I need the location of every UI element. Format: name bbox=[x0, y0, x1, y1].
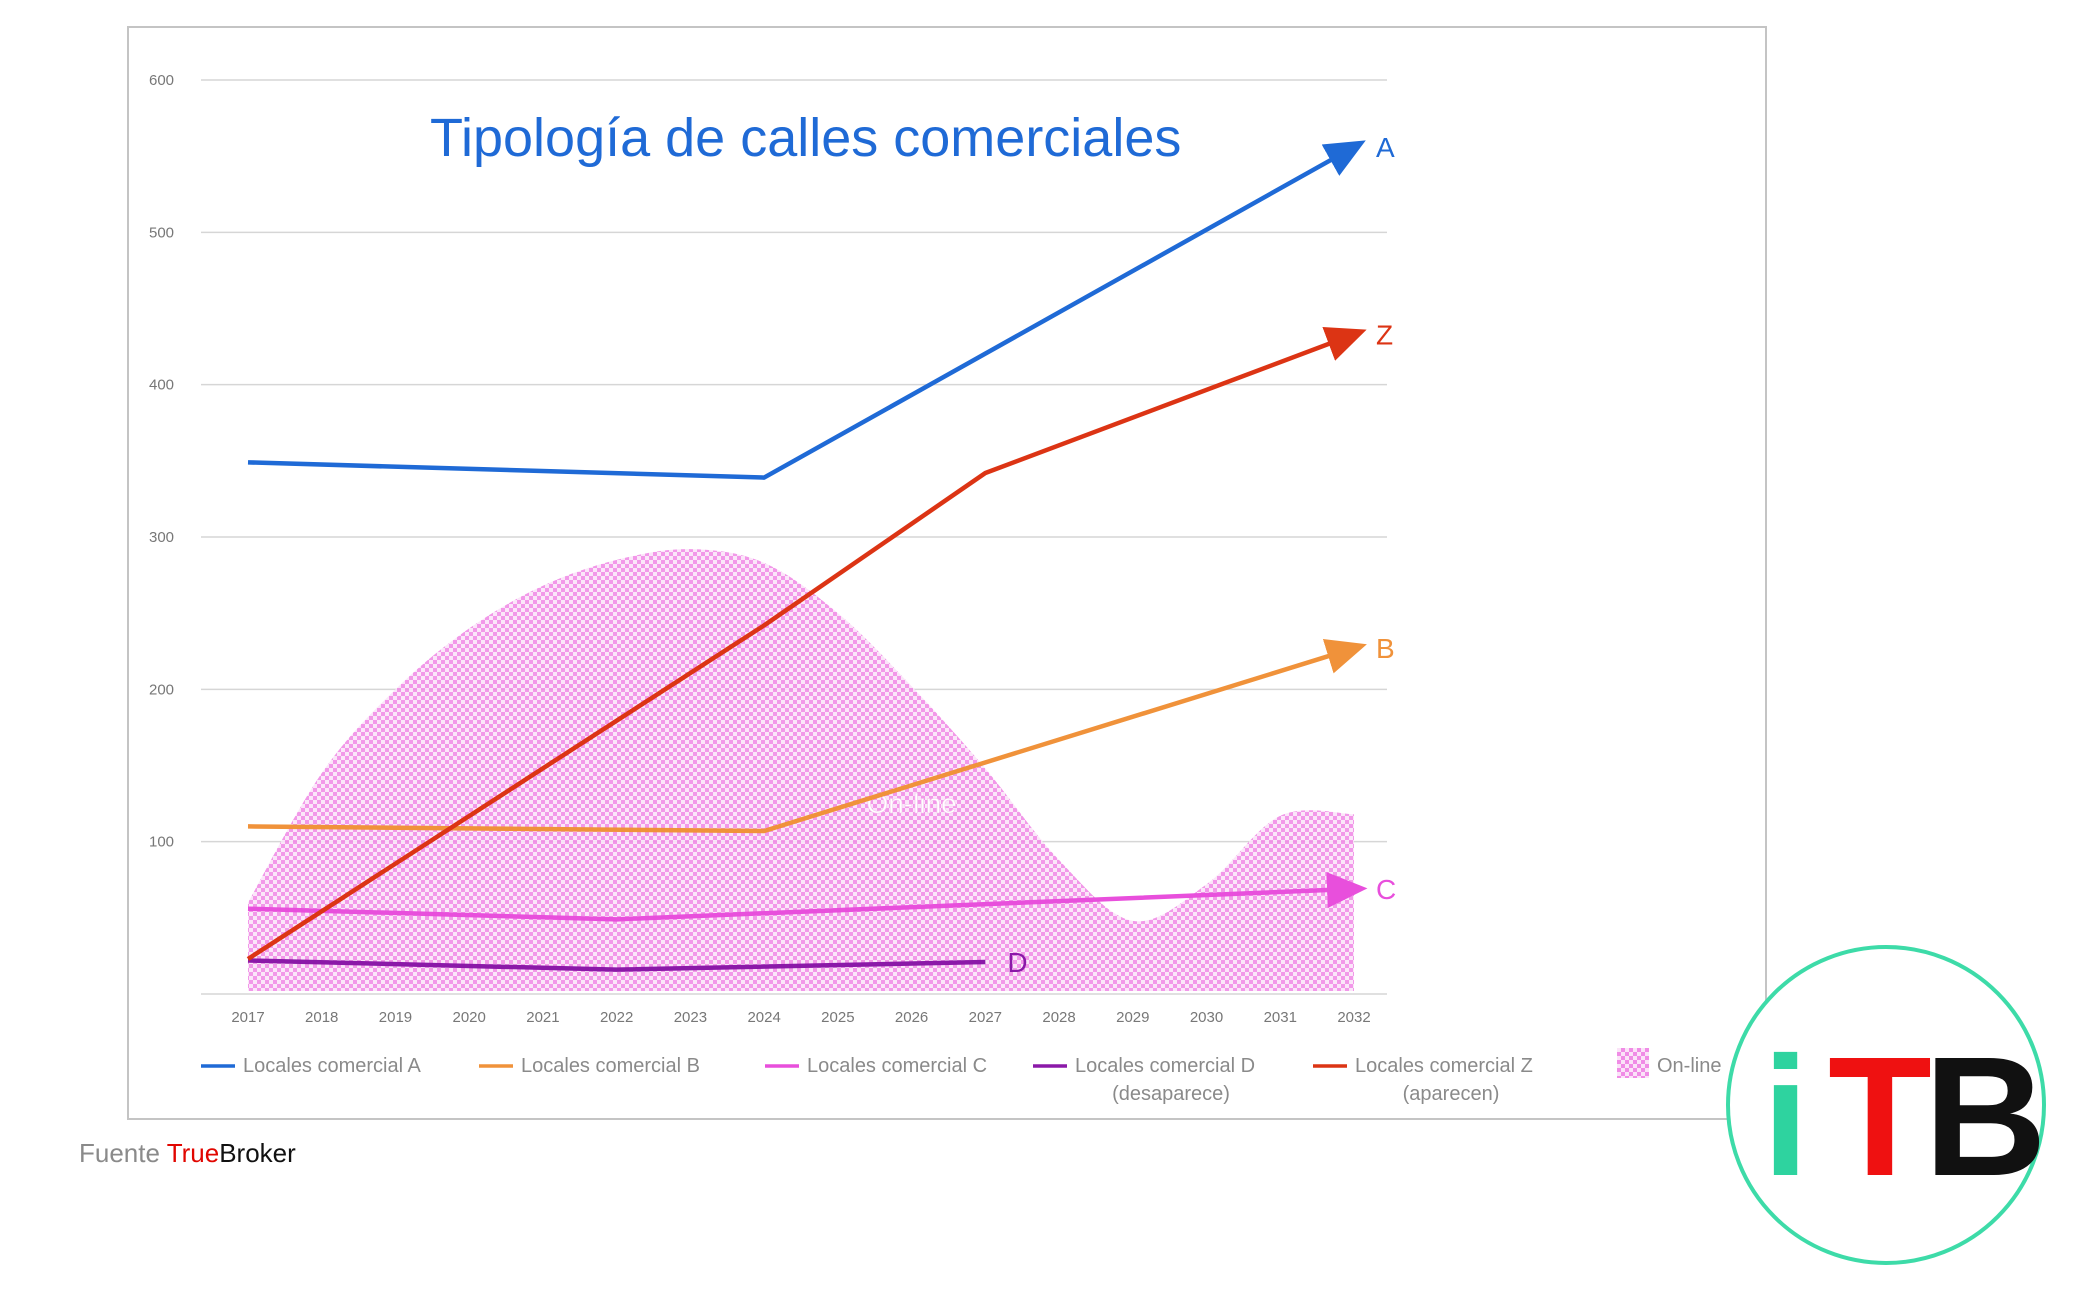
x-tick-label: 2024 bbox=[747, 1009, 780, 1026]
logo-letter-i: i bbox=[1762, 1022, 1809, 1212]
y-tick-label: 500 bbox=[149, 224, 174, 241]
legend-swatch-online bbox=[1617, 1048, 1649, 1078]
series-line-a bbox=[247, 140, 1366, 480]
legend-sublabel-z: (aparecen) bbox=[1403, 1083, 1500, 1105]
source-brand-black: Broker bbox=[219, 1138, 296, 1168]
logo-letter-t: T bbox=[1828, 1022, 1932, 1212]
area-online bbox=[248, 549, 1354, 991]
y-tick-label: 200 bbox=[149, 681, 174, 698]
x-tick-label: 2028 bbox=[1042, 1009, 1075, 1026]
y-tick-label: 400 bbox=[149, 377, 174, 394]
x-tick-label: 2031 bbox=[1264, 1009, 1297, 1026]
x-tick-label: 2020 bbox=[453, 1009, 486, 1026]
legend-sublabel-d: (desaparece) bbox=[1112, 1083, 1230, 1105]
legend-label-b: Locales comercial B bbox=[521, 1055, 700, 1077]
x-tick-label: 2032 bbox=[1337, 1009, 1370, 1026]
series-end-label-c: C bbox=[1376, 874, 1396, 905]
logo-letter-b: B bbox=[1924, 1022, 2047, 1212]
source-credit: Fuente TrueBroker bbox=[79, 1138, 296, 1169]
x-tick-label: 2030 bbox=[1190, 1009, 1223, 1026]
x-tick-label: 2029 bbox=[1116, 1009, 1149, 1026]
logo-ring bbox=[1726, 945, 2046, 1265]
legend-label-a: Locales comercial A bbox=[243, 1055, 422, 1077]
line-chart: 600 500 400 300 200 100 2017 2018 2019 2020 2021 20… bbox=[149, 72, 1721, 1105]
series-line-c bbox=[247, 872, 1368, 922]
y-tick-label: 600 bbox=[149, 72, 174, 89]
series-end-label-d: D bbox=[1007, 947, 1027, 978]
legend-label-c: Locales comercial C bbox=[807, 1055, 987, 1077]
series-line-z bbox=[246, 327, 1367, 961]
x-tick-label: 2017 bbox=[231, 1009, 264, 1026]
series-end-label-b: B bbox=[1376, 633, 1395, 664]
x-tick-label: 2022 bbox=[600, 1009, 633, 1026]
itb-logo: i TB bbox=[1726, 945, 2047, 1265]
series-end-label-a: A bbox=[1376, 132, 1395, 163]
series-line-b bbox=[247, 639, 1367, 834]
legend-label-online: On-line bbox=[1657, 1055, 1721, 1077]
y-tick-label: 300 bbox=[149, 529, 174, 546]
y-tick-label: 100 bbox=[149, 834, 174, 851]
x-tick-label: 2021 bbox=[526, 1009, 559, 1026]
legend-label-d: Locales comercial D bbox=[1075, 1055, 1255, 1077]
series-line-d bbox=[247, 958, 986, 972]
chart-frame: 600 500 400 300 200 100 2017 2018 2019 2020 2021 20… bbox=[127, 26, 1767, 1120]
legend-label-z: Locales comercial Z bbox=[1355, 1055, 1533, 1077]
source-brand-red: True bbox=[166, 1138, 220, 1168]
source-prefix: Fuente bbox=[79, 1138, 167, 1168]
x-tick-label: 2018 bbox=[305, 1009, 338, 1026]
series-end-label-z: Z bbox=[1376, 319, 1393, 350]
x-tick-label: 2027 bbox=[969, 1009, 1002, 1026]
x-tick-label: 2025 bbox=[821, 1009, 854, 1026]
chart-title: Tipología de calles comerciales bbox=[430, 108, 1181, 168]
x-tick-label: 2026 bbox=[895, 1009, 928, 1026]
x-tick-label: 2023 bbox=[674, 1009, 707, 1026]
x-tick-label: 2019 bbox=[379, 1009, 412, 1026]
